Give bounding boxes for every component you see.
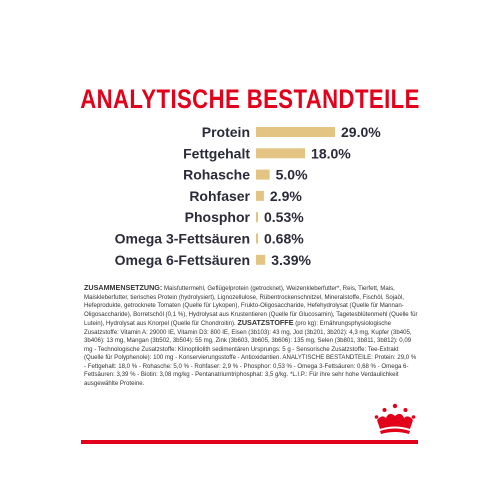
page-title: ANALYTISCHE BESTANDTEILE	[80, 84, 420, 114]
category-label: Rohasche	[183, 167, 250, 183]
bar	[256, 127, 335, 137]
composition-text: Maisfuttermehl, Geflügelprotein (getrock…	[84, 285, 418, 328]
footnote-text: *L.I.P.: Für ihre sehr hohe Verdaulichke…	[84, 371, 399, 388]
red-divider-line	[81, 440, 418, 444]
value-label: 2.9%	[270, 188, 302, 204]
additives-text: (pro kg): Ernährungsphysiologische Zusat…	[84, 320, 412, 362]
bar	[256, 169, 270, 180]
category-label: Omega 6-Fettsäuren	[115, 252, 250, 268]
category-label: Rohfaser	[189, 188, 250, 204]
value-label: 0.68%	[264, 231, 304, 247]
category-label: Omega 3-Fettsäuren	[115, 231, 250, 247]
crown-logo-icon	[374, 403, 416, 434]
value-label: 29.0%	[341, 124, 381, 140]
value-label: 3.39%	[271, 252, 311, 268]
bar	[256, 190, 264, 201]
bar	[256, 148, 306, 159]
composition-paragraph: ZUSAMMENSETZUNG: Maisfuttermehl, Geflüge…	[84, 283, 418, 389]
value-label: 18.0%	[311, 145, 351, 161]
nutrient-bar-chart: Protein 29.0% Fettgehalt 18.0% Rohasche 5.0% R…	[115, 124, 382, 268]
bar	[256, 212, 258, 223]
composition-heading: ZUSAMMENSETZUNG:	[84, 283, 163, 292]
value-label: 0.53%	[264, 209, 304, 225]
value-label: 5.0%	[276, 167, 308, 183]
analysis-text: ANALYTISCHE BESTANDTEILE: Protein: 29,0 …	[84, 354, 417, 379]
bar	[256, 254, 266, 265]
category-label: Phosphor	[185, 209, 251, 225]
category-label: Protein	[202, 124, 250, 140]
bar	[256, 233, 258, 244]
product-description: ZUSAMMENSETZUNG: Maisfuttermehl, Geflüge…	[84, 283, 418, 389]
additives-heading: ZUSATZSTOFFE	[237, 318, 294, 328]
category-label: Fettgehalt	[183, 145, 250, 161]
